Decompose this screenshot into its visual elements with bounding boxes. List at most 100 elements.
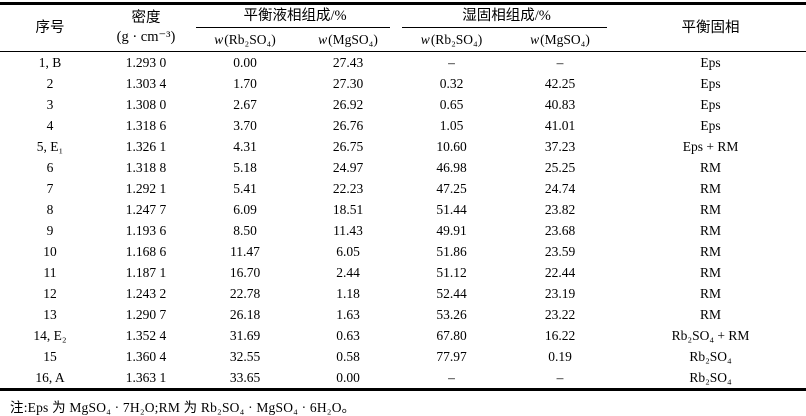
cell-wet-rb2so4: 52.44 <box>436 285 467 301</box>
cell-serial: 3 <box>46 96 54 112</box>
cell-liquid-rb2so4: 26.18 <box>229 306 261 322</box>
cell-liquid-rb2so4: 11.47 <box>230 243 260 259</box>
cell-density: 1.168 6 <box>125 243 167 259</box>
cell-liquid-rb2so4: 0.00 <box>233 54 257 70</box>
table-row: 15 1.360 4 32.55 0.58 77.97 0.19 Rb₂SO₄ <box>0 346 806 367</box>
col-header-density: 密度 (g · cm⁻³) <box>100 4 192 52</box>
rb2so4-formula: (Rb₂SO₄) <box>224 31 276 47</box>
col-header-wet-mgso4: w(MgSO₄) <box>505 28 615 52</box>
table-row: 12 1.243 2 22.78 1.18 52.44 23.19 RM <box>0 283 806 304</box>
phase-equilibrium-table: 序号 密度 (g · cm⁻³) 平衡液相组成/% 湿固相组成/% 平衡固相 w… <box>0 2 806 391</box>
cell-wet-rb2so4: 53.26 <box>436 306 467 322</box>
cell-density: 1.363 1 <box>125 369 167 385</box>
cell-wet-mgso4: 16.22 <box>544 327 576 343</box>
table-row: 10 1.168 6 11.47 6.05 51.86 23.59 RM <box>0 241 806 262</box>
cell-serial: 9 <box>46 222 54 238</box>
cell-wet-mgso4: 22.44 <box>544 264 576 280</box>
w-symbol: w <box>318 31 328 47</box>
cell-density: 1.352 4 <box>125 327 167 343</box>
cell-equilibrium-solid-phase: RM <box>700 159 722 175</box>
cell-liquid-mgso4: 0.58 <box>336 348 360 364</box>
cell-wet-mgso4: 40.83 <box>544 96 576 112</box>
cell-density: 1.290 7 <box>125 306 167 322</box>
cell-liquid-mgso4: 1.18 <box>336 285 360 301</box>
cell-serial: 6 <box>46 159 54 175</box>
table-row: 7 1.292 1 5.41 22.23 47.25 24.74 RM <box>0 178 806 199</box>
table-header: 序号 密度 (g · cm⁻³) 平衡液相组成/% 湿固相组成/% 平衡固相 w… <box>0 4 806 52</box>
table-row: 2 1.303 4 1.70 27.30 0.32 42.25 Eps <box>0 73 806 94</box>
cell-density: 1.360 4 <box>125 348 167 364</box>
table-footnote: 注:Eps 为 MgSO₄ · 7H₂O;RM 为 Rb₂SO₄ · MgSO₄… <box>10 400 356 415</box>
table-body: 1, B 1.293 0 0.00 27.43 – – Eps 2 1.303 4 1.70 27.… <box>0 52 806 390</box>
table-row: 8 1.247 7 6.09 18.51 51.44 23.82 RM <box>0 199 806 220</box>
cell-serial: 8 <box>46 201 54 217</box>
cell-density: 1.308 0 <box>125 96 167 112</box>
cell-equilibrium-solid-phase: Rb₂SO₄ <box>689 369 732 385</box>
cell-wet-rb2so4: 10.60 <box>436 138 467 154</box>
cell-serial: 12 <box>43 285 57 301</box>
cell-liquid-mgso4: 0.63 <box>336 327 360 343</box>
cell-density: 1.247 7 <box>125 201 167 217</box>
cell-liquid-mgso4: 27.43 <box>332 54 364 70</box>
cell-wet-mgso4: 23.22 <box>544 306 576 322</box>
cell-serial: 7 <box>46 180 54 196</box>
cell-wet-mgso4: 0.19 <box>548 348 572 364</box>
table-row: 13 1.290 7 26.18 1.63 53.26 23.22 RM <box>0 304 806 325</box>
cell-wet-mgso4: 23.19 <box>544 285 576 301</box>
cell-wet-rb2so4: – <box>448 54 455 70</box>
table-row: 4 1.318 6 3.70 26.76 1.05 41.01 Eps <box>0 115 806 136</box>
table-row: 14, E₂ 1.352 4 31.69 0.63 67.80 16.22 Rb₂SO₄ +… <box>0 325 806 346</box>
w-symbol: w <box>214 31 224 47</box>
cell-equilibrium-solid-phase: RM <box>700 201 722 217</box>
cell-liquid-mgso4: 24.97 <box>332 159 364 175</box>
cell-liquid-rb2so4: 32.55 <box>229 348 261 364</box>
cell-liquid-mgso4: 1.63 <box>336 306 360 322</box>
mgso4-formula: (MgSO₄) <box>328 31 378 47</box>
cell-wet-mgso4: 25.25 <box>544 159 576 175</box>
table-row: 1, B 1.293 0 0.00 27.43 – – Eps <box>0 52 806 74</box>
cell-wet-mgso4: 37.23 <box>544 138 576 154</box>
cell-wet-rb2so4: 47.25 <box>436 180 467 196</box>
cell-liquid-rb2so4: 31.69 <box>229 327 261 343</box>
cell-equilibrium-solid-phase: RM <box>700 243 722 259</box>
table-row: 5, E₁ 1.326 1 4.31 26.75 10.60 37.23 Eps + RM <box>0 136 806 157</box>
cell-serial: 4 <box>46 117 54 133</box>
cell-density: 1.293 0 <box>125 54 167 70</box>
cell-liquid-rb2so4: 16.70 <box>229 264 261 280</box>
density-label: 密度 <box>131 10 161 27</box>
col-group-liquid-phase: 平衡液相组成/% <box>192 4 398 29</box>
cell-liquid-mgso4: 6.05 <box>336 243 360 259</box>
cell-liquid-rb2so4: 5.41 <box>233 180 257 196</box>
cell-equilibrium-solid-phase: Rb₂SO₄ <box>689 348 732 364</box>
cell-liquid-mgso4: 22.23 <box>332 180 364 196</box>
cell-serial: 15 <box>43 348 57 364</box>
cell-liquid-rb2so4: 8.50 <box>233 222 257 238</box>
table-row: 3 1.308 0 2.67 26.92 0.65 40.83 Eps <box>0 94 806 115</box>
cell-equilibrium-solid-phase: Rb₂SO₄ + RM <box>671 327 750 343</box>
cell-liquid-rb2so4: 2.67 <box>233 96 257 112</box>
cell-liquid-mgso4: 26.76 <box>332 117 364 133</box>
col-header-wet-rb2so4: w(Rb₂SO₄) <box>398 28 505 52</box>
cell-wet-rb2so4: 46.98 <box>436 159 467 175</box>
cell-serial: 13 <box>43 306 57 322</box>
cell-wet-rb2so4: 0.65 <box>439 96 464 112</box>
cell-density: 1.318 8 <box>125 159 167 175</box>
cell-wet-rb2so4: 67.80 <box>436 327 467 343</box>
cell-equilibrium-solid-phase: RM <box>700 222 722 238</box>
w-symbol: w <box>420 31 430 47</box>
cell-liquid-mgso4: 18.51 <box>332 201 364 217</box>
col-header-liquid-rb2so4: w(Rb₂SO₄) <box>192 28 298 52</box>
cell-wet-rb2so4: 0.32 <box>439 75 464 91</box>
cell-liquid-rb2so4: 6.09 <box>233 201 257 217</box>
cell-wet-mgso4: – <box>556 54 564 70</box>
cell-liquid-mgso4: 26.75 <box>332 138 364 154</box>
cell-equilibrium-solid-phase: RM <box>700 306 722 322</box>
cell-wet-rb2so4: 51.44 <box>436 201 467 217</box>
table-row: 9 1.193 6 8.50 11.43 49.91 23.68 RM <box>0 220 806 241</box>
col-header-serial: 序号 <box>35 19 65 36</box>
cell-wet-rb2so4: 49.91 <box>436 222 467 238</box>
cell-liquid-mgso4: 27.30 <box>332 75 364 91</box>
cell-wet-rb2so4: 1.05 <box>439 117 464 133</box>
cell-density: 1.193 6 <box>125 222 167 238</box>
